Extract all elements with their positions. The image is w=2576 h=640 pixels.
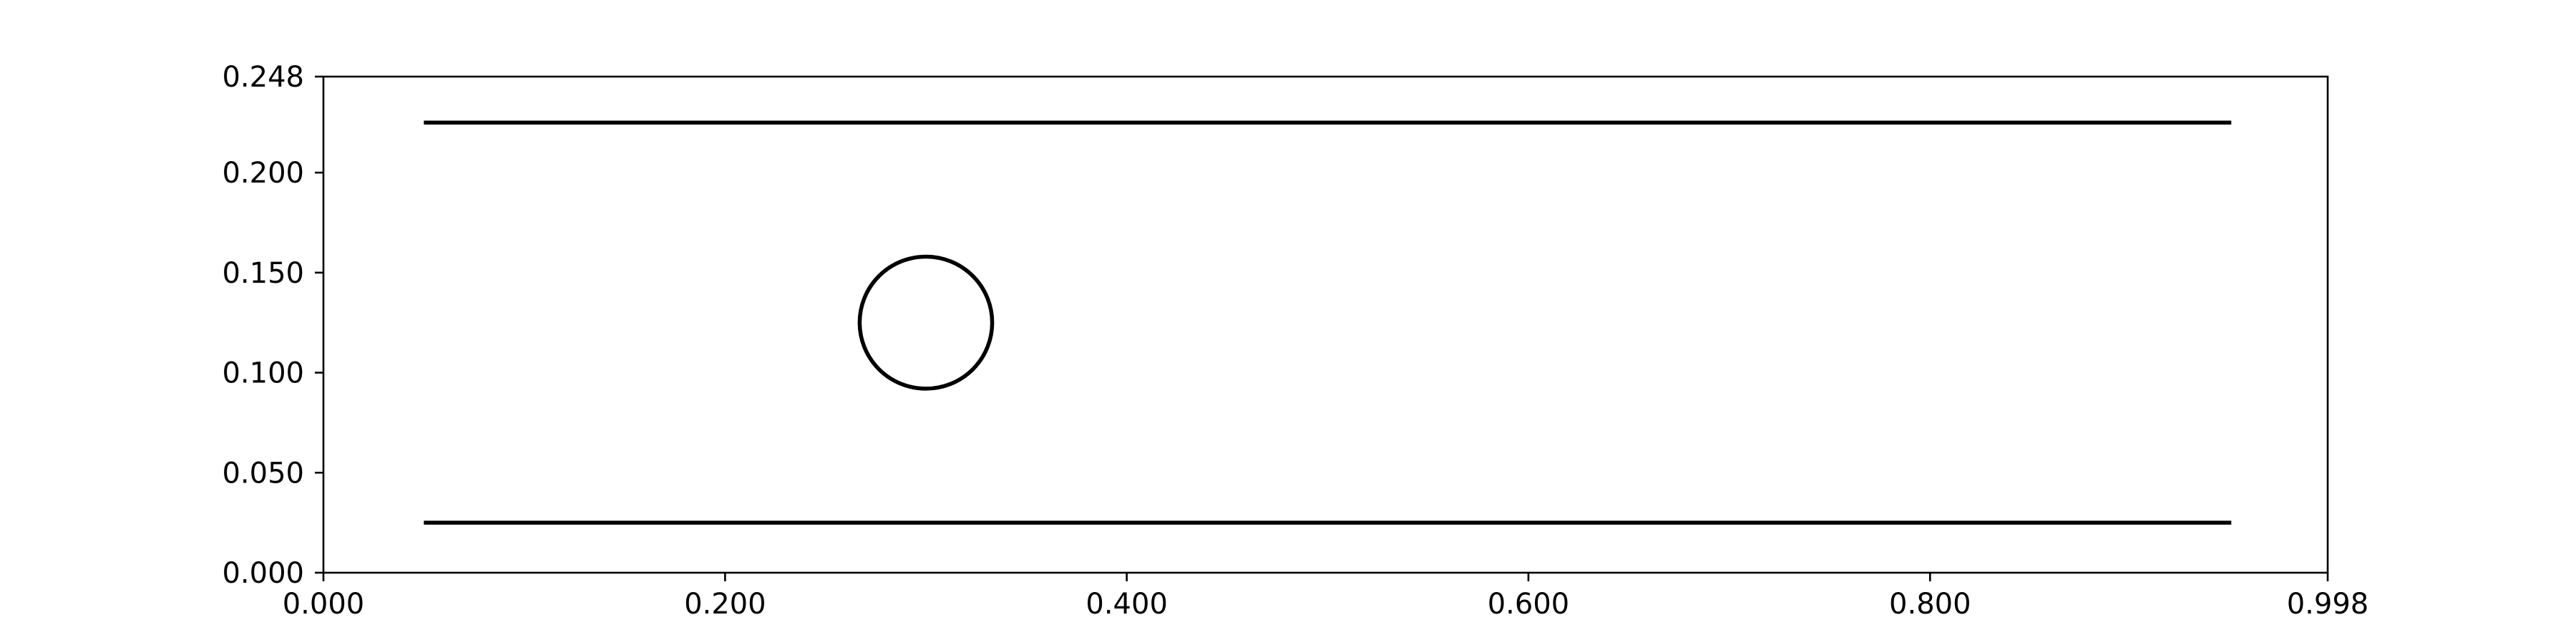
x-tick-label: 0.200 bbox=[684, 588, 766, 621]
x-tick-label: 0.800 bbox=[1889, 588, 1971, 621]
shapes-layer bbox=[424, 120, 2232, 525]
y-tick-label: 0.100 bbox=[222, 357, 304, 390]
circle-shape-1 bbox=[857, 254, 995, 391]
x-tick-label: 0.000 bbox=[283, 588, 365, 621]
y-tick-label: 0.248 bbox=[222, 61, 304, 94]
x-tick-label: 0.600 bbox=[1488, 588, 1570, 621]
y-tick-label: 0.200 bbox=[222, 157, 304, 190]
y-tick-label: 0.050 bbox=[222, 457, 304, 490]
axes-frame bbox=[322, 75, 2329, 574]
y-tick-label: 0.150 bbox=[222, 257, 304, 290]
x-axis: 0.000 0.200 0.400 0.600 0.800 0.998 bbox=[283, 573, 2369, 621]
y-axis: 0.000 0.050 0.100 0.150 0.200 0.248 bbox=[222, 61, 323, 590]
x-tick-label: 0.998 bbox=[2287, 588, 2369, 621]
y-tick-label: 0.000 bbox=[222, 557, 304, 590]
x-tick-label: 0.400 bbox=[1085, 588, 1168, 621]
